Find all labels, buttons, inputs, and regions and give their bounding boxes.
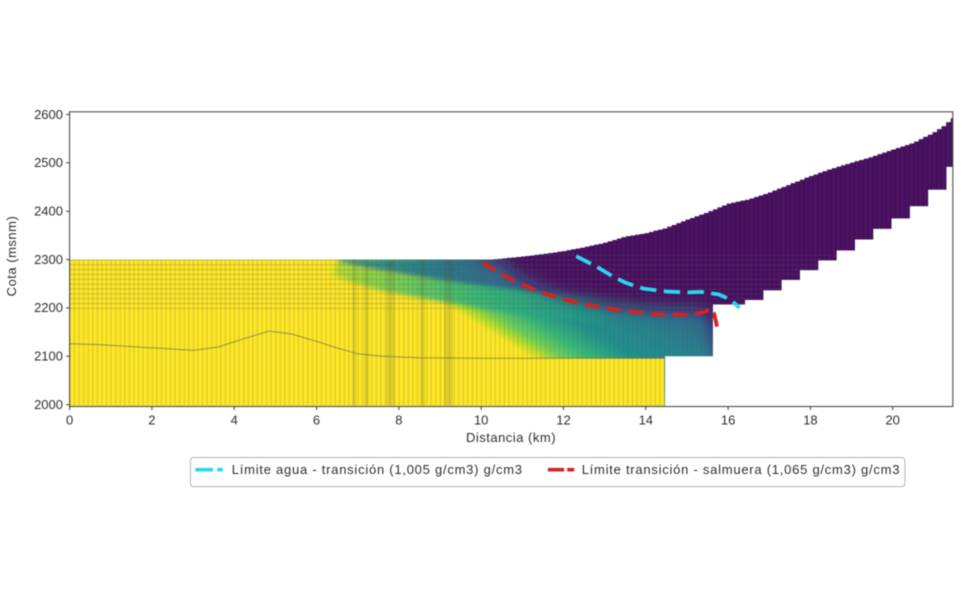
- svg-text:2000: 2000: [34, 397, 63, 412]
- svg-text:18: 18: [803, 413, 817, 428]
- svg-text:4: 4: [231, 413, 238, 428]
- svg-text:Límite transición - salmuera (: Límite transición - salmuera (1,065 g/cm…: [582, 462, 901, 477]
- svg-text:14: 14: [639, 413, 653, 428]
- svg-text:2100: 2100: [34, 349, 63, 364]
- svg-text:2200: 2200: [34, 300, 63, 315]
- svg-text:12: 12: [556, 413, 570, 428]
- svg-text:0: 0: [66, 413, 73, 428]
- svg-text:16: 16: [721, 413, 735, 428]
- svg-text:2600: 2600: [34, 107, 63, 122]
- svg-text:6: 6: [313, 413, 320, 428]
- svg-text:2500: 2500: [34, 155, 63, 170]
- svg-text:2400: 2400: [34, 204, 63, 219]
- svg-text:20: 20: [885, 413, 899, 428]
- svg-text:Distancia (km): Distancia (km): [466, 430, 556, 445]
- svg-text:8: 8: [395, 413, 402, 428]
- svg-text:2: 2: [148, 413, 155, 428]
- svg-text:Límite agua - transición (1,00: Límite agua - transición (1,005 g/cm3) g…: [232, 462, 523, 477]
- svg-text:2300: 2300: [34, 252, 63, 267]
- svg-text:10: 10: [474, 413, 488, 428]
- svg-text:Cota (msnm): Cota (msnm): [4, 216, 19, 297]
